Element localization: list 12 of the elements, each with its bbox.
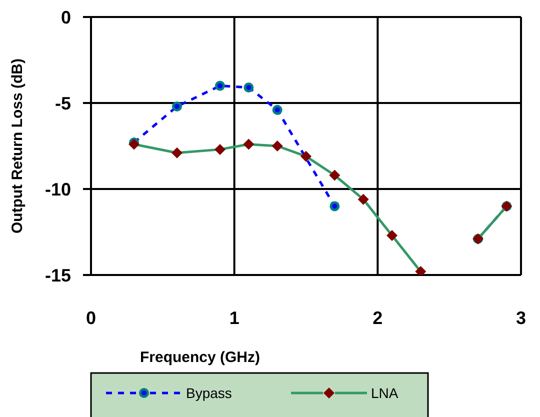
legend-label: Bypass xyxy=(186,384,232,401)
legend-label: LNA xyxy=(371,384,399,401)
x-tick-label: 1 xyxy=(229,308,240,328)
y-axis-title: Output Return Loss (dB) xyxy=(9,58,26,234)
y-tick-label: -15 xyxy=(44,265,71,286)
x-tick-label: 3 xyxy=(516,308,526,328)
y-tick-label: 0 xyxy=(60,7,71,28)
x-axis-title: Frequency (GHz) xyxy=(140,349,260,366)
y-tick-label: -5 xyxy=(54,93,71,114)
y-tick-label: -10 xyxy=(44,179,71,200)
x-tick-label: 0 xyxy=(86,308,96,328)
x-tick-label: 2 xyxy=(372,308,383,328)
